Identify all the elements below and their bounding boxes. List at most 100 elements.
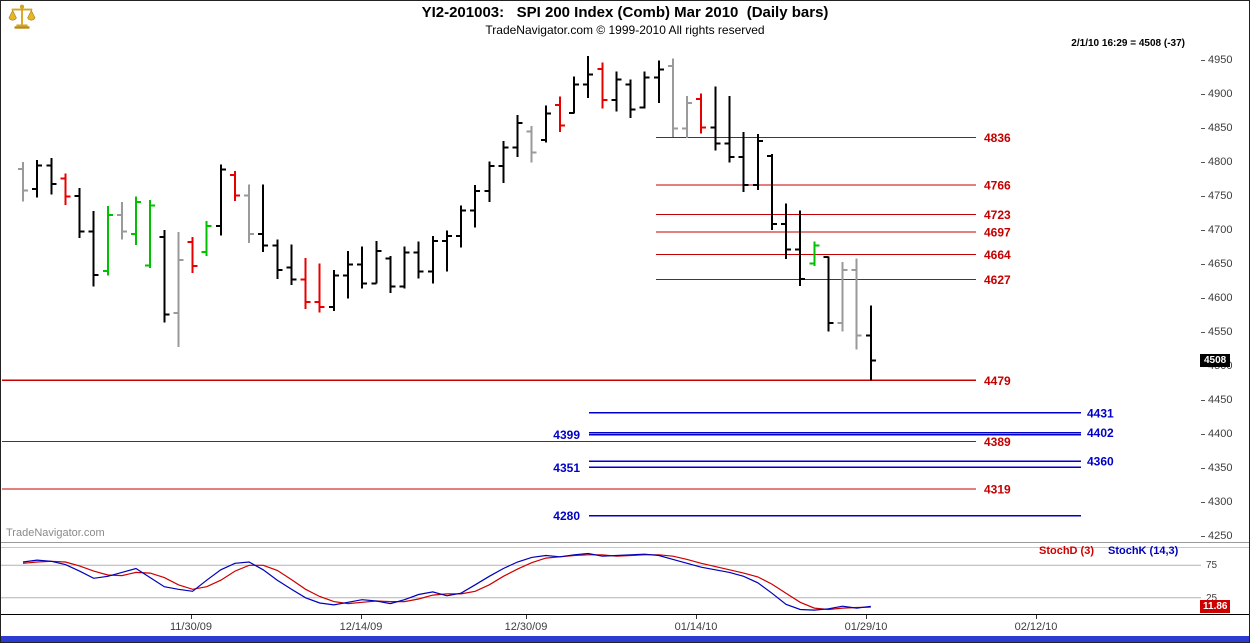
- stoch-panel-bottom-border: [1, 614, 1249, 615]
- copyright-line: TradeNavigator.com © 1999-2010 All right…: [485, 23, 765, 37]
- ohlc-bar: [526, 126, 537, 163]
- stochd-line: [22, 554, 871, 611]
- date-axis-tick: [1036, 615, 1037, 619]
- ohlc-bar: [201, 221, 212, 256]
- ohlc-bar: [32, 160, 43, 198]
- date-axis-tick: [696, 615, 697, 619]
- ohlc-bar: [286, 244, 297, 286]
- tradenavigator-scales-logo-icon: [7, 3, 39, 33]
- ohlc-bar: [18, 162, 28, 202]
- axis-tick: [1201, 332, 1205, 333]
- ohlc-bar: [46, 157, 57, 195]
- date-axis-label: 12/14/09: [339, 621, 383, 633]
- ohlc-bar: [328, 270, 339, 311]
- ohlc-bar: [710, 86, 721, 151]
- price-level-label: 4664: [984, 248, 1011, 262]
- price-axis-label: 4650: [1208, 258, 1233, 270]
- ohlc-bar: [653, 60, 664, 103]
- date-axis-label: 01/14/10: [674, 621, 718, 633]
- ohlc-bar: [540, 105, 551, 143]
- ohlc-bar: [569, 76, 580, 114]
- axis-tick: [1201, 536, 1205, 537]
- stochk-line: [22, 552, 871, 611]
- date-axis-tick: [866, 615, 867, 619]
- ohlc-bar: [215, 164, 226, 236]
- price-chart-plot[interactable]: 4479 4389 4319 4836 4766 4723 4697 4664 4627 4431…: [1, 46, 1201, 542]
- ohlc-bar: [766, 153, 777, 230]
- horizontal-scrollbar[interactable]: [1, 636, 1249, 642]
- date-axis-label: 01/29/10: [844, 621, 888, 633]
- ohlc-bar: [229, 170, 240, 201]
- stoch-axis: 75 25: [1201, 549, 1249, 614]
- date-axis-tick: [526, 615, 527, 619]
- ohlc-bar: [470, 185, 481, 228]
- ohlc-bar: [724, 96, 735, 163]
- axis-tick: [1201, 196, 1205, 197]
- ohlc-bar: [611, 71, 622, 112]
- date-axis-label: 02/12/10: [1014, 621, 1058, 633]
- price-axis-label: 4250: [1208, 530, 1233, 542]
- ohlc-bar: [667, 58, 678, 137]
- date-axis-label: 11/30/09: [169, 621, 212, 633]
- ohlc-bar: [300, 257, 311, 309]
- chart-title: YI2-201003: SPI 200 Index (Comb) Mar 201…: [421, 4, 829, 21]
- ohlc-bar: [159, 230, 170, 323]
- axis-tick: [1201, 502, 1205, 503]
- ohlc-bar: [74, 187, 85, 239]
- ohlc-bar: [272, 239, 283, 279]
- ohlc-bar: [625, 79, 636, 118]
- ohlc-bar: [314, 263, 325, 313]
- ohlc-bar: [371, 240, 382, 285]
- last-price-badge: 4508: [1200, 354, 1231, 367]
- projection-level-label: 4402: [1087, 426, 1114, 440]
- price-axis: 4950490048504800475047004650460045504500…: [1201, 46, 1249, 542]
- axis-tick: [1201, 60, 1205, 61]
- stoch-value-badge: 11.86: [1200, 600, 1231, 613]
- price-level-label: 4389: [984, 435, 1011, 449]
- axis-tick: [1201, 400, 1205, 401]
- axis-tick: [1201, 128, 1205, 129]
- date-axis-tick: [361, 615, 362, 619]
- date-axis-label: 12/30/09: [504, 621, 548, 633]
- ohlc-bar: [597, 62, 608, 109]
- axis-tick: [1201, 434, 1205, 435]
- ohlc-bar: [696, 93, 707, 134]
- axis-tick: [1201, 264, 1205, 265]
- ohlc-bar: [385, 255, 396, 294]
- price-axis-label: 4350: [1208, 462, 1233, 474]
- stochd-legend-label: StochD (3): [1039, 545, 1094, 557]
- date-axis-tick: [191, 615, 192, 619]
- ohlc-bar: [583, 55, 594, 99]
- ohlc-bar: [484, 161, 495, 203]
- price-level-label: 4836: [984, 131, 1011, 145]
- ohlc-bar: [427, 236, 438, 284]
- projection-level-label: 4360: [1087, 455, 1114, 469]
- ohlc-bar: [809, 241, 820, 266]
- price-level-label: 4479: [984, 374, 1011, 388]
- axis-tick: [1201, 230, 1205, 231]
- date-axis: 11/30/09 12/14/09 12/30/09 01/14/10 01/29/10…: [1, 615, 1249, 635]
- price-axis-label: 4900: [1208, 88, 1233, 100]
- ohlc-bar: [60, 173, 71, 205]
- stochastic-plot[interactable]: [1, 549, 1201, 614]
- ohlc-bar: [88, 211, 99, 287]
- price-axis-label: 4400: [1208, 428, 1233, 440]
- ohlc-bar: [823, 256, 834, 332]
- price-axis-label: 4950: [1208, 54, 1233, 66]
- ohlc-bar: [795, 210, 806, 286]
- ohlc-bar: [441, 230, 452, 272]
- projection-level-label: 4280: [553, 509, 580, 523]
- price-axis-label: 4750: [1208, 190, 1233, 202]
- price-axis-label: 4450: [1208, 394, 1233, 406]
- ohlc-bar: [357, 246, 368, 289]
- ohlc-bar: [187, 236, 198, 273]
- ohlc-bar: [512, 115, 523, 158]
- price-axis-label: 4550: [1208, 326, 1233, 338]
- stoch-axis-label: 25: [1206, 592, 1218, 604]
- panel-divider: [1, 542, 1249, 543]
- ohlc-bar: [456, 205, 467, 248]
- price-axis-label: 4850: [1208, 122, 1233, 134]
- ohlc-bar: [258, 184, 269, 252]
- panel-divider-inner: [1, 547, 1249, 548]
